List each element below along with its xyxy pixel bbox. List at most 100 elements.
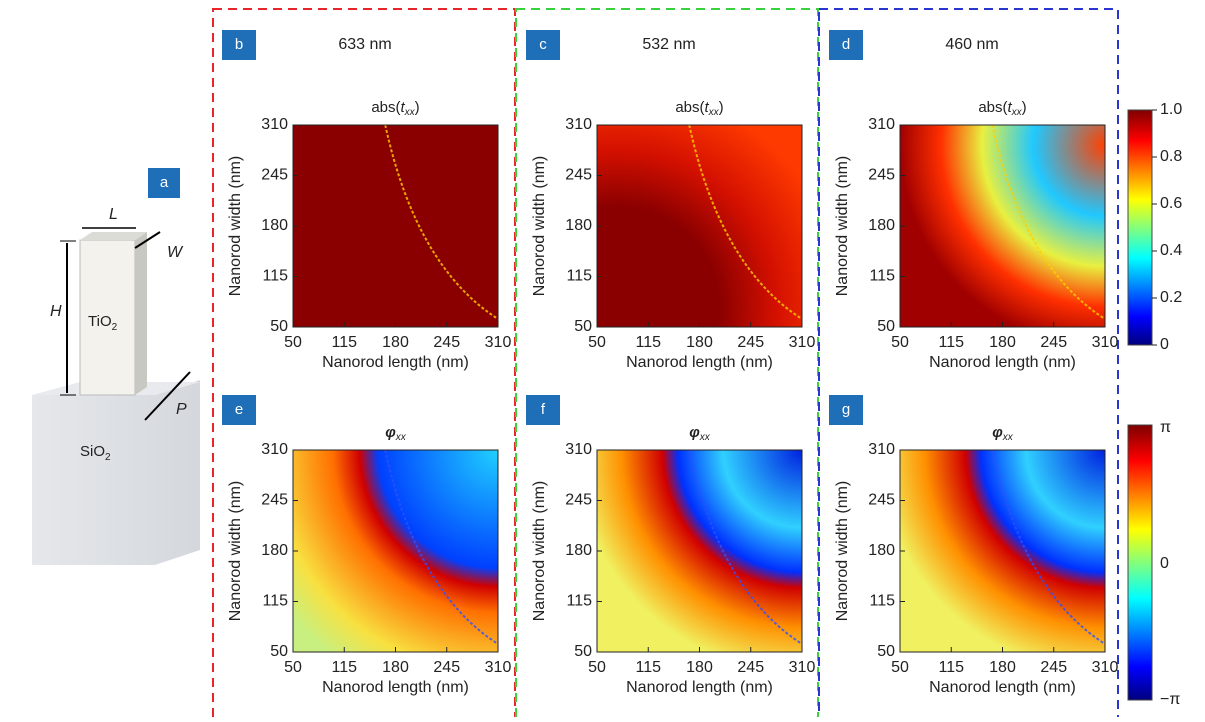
heatmap-feature: [991, 449, 1106, 645]
panel-letter-box: [222, 30, 256, 60]
x-tick-label: 310: [485, 334, 512, 351]
material-label: TiO2: [88, 313, 118, 333]
x-tick-label: 115: [938, 334, 964, 351]
material: SiO: [80, 443, 105, 460]
x-tick-label: 115: [635, 334, 661, 351]
y-tick-label: 115: [262, 268, 288, 285]
y-tick-label: 115: [869, 268, 895, 285]
y-tick-label: 310: [261, 441, 288, 458]
y-tick-label: 50: [877, 318, 895, 335]
plot-title: abs(txx): [978, 99, 1026, 118]
colorbar-tick-label: 0: [1160, 555, 1169, 572]
title-text: ): [415, 99, 420, 116]
x-tick-label: 115: [331, 334, 357, 351]
y-axis-label: Nanorod width (nm): [227, 156, 244, 297]
y-axis-label: Nanorod width (nm): [531, 481, 548, 622]
title-text: abs(: [978, 99, 1007, 116]
wavelength: 460 nm: [945, 36, 998, 53]
x-tick-label: 180: [989, 334, 1016, 351]
x-tick-label: 310: [789, 334, 816, 351]
x-tick-label: 245: [433, 334, 460, 351]
x-axis-label: Nanorod length (nm): [322, 679, 469, 696]
dim-label: L: [109, 206, 118, 223]
material-label: SiO2: [80, 443, 111, 463]
y-axis-label: Nanorod width (nm): [834, 481, 851, 622]
plot-title: φxx: [992, 424, 1014, 443]
plot-title: abs(txx): [371, 99, 419, 118]
y-tick-label: 245: [868, 167, 895, 184]
y-tick-label: 180: [261, 217, 288, 234]
wavelength: 633 nm: [338, 36, 391, 53]
x-tick-label: 50: [284, 659, 302, 676]
y-tick-label: 50: [574, 643, 592, 660]
x-tick-label: 245: [1040, 659, 1067, 676]
colorbar-tick-label: 0.4: [1160, 242, 1182, 259]
dim-label: W: [167, 244, 184, 261]
x-tick-label: 310: [1092, 334, 1119, 351]
panel-letter-box: [526, 30, 560, 60]
x-tick-label: 245: [737, 334, 764, 351]
y-axis-label: Nanorod width (nm): [227, 481, 244, 622]
heatmap: [597, 125, 802, 327]
panel-letter: f: [541, 401, 546, 418]
wavelength: 532 nm: [642, 36, 695, 53]
x-tick-label: 180: [686, 334, 713, 351]
title-var: t: [401, 99, 406, 116]
y-tick-label: 50: [270, 643, 288, 660]
panel-letter-box: [829, 395, 863, 425]
heatmap: [293, 450, 498, 652]
colorbar-tick-label: 1.0: [1160, 101, 1182, 118]
panel-letter: g: [842, 401, 850, 418]
title-sub: xx: [404, 107, 416, 118]
y-tick-label: 115: [566, 268, 592, 285]
panel-letter: e: [235, 401, 243, 418]
heatmap-feature: [991, 124, 1106, 320]
title-sub: xx: [699, 432, 711, 443]
y-tick-label: 50: [270, 318, 288, 335]
panel-letter-box: [526, 395, 560, 425]
y-tick-label: 180: [261, 542, 288, 559]
x-axis-label: Nanorod length (nm): [322, 354, 469, 371]
y-tick-label: 245: [565, 492, 592, 509]
colorbar-tick-label: −π: [1160, 691, 1180, 708]
x-tick-label: 50: [891, 659, 909, 676]
x-tick-label: 245: [433, 659, 460, 676]
y-tick-label: 245: [261, 167, 288, 184]
panel-letter: d: [842, 36, 850, 53]
panel-letter-box: [829, 30, 863, 60]
x-axis-label: Nanorod length (nm): [929, 679, 1076, 696]
title-text: abs(: [371, 99, 400, 116]
x-tick-label: 310: [1092, 659, 1119, 676]
heatmap: [900, 125, 1105, 327]
heatmap-feature: [688, 124, 803, 320]
schematic: a H L W P TiO2 SiO2: [32, 168, 200, 565]
x-tick-label: 245: [737, 659, 764, 676]
y-tick-label: 115: [262, 593, 288, 610]
colorbar: [1127, 424, 1153, 701]
heatmap-feature: [688, 449, 803, 645]
title-text: ): [1022, 99, 1027, 116]
colorbar-tick-label: 0.2: [1160, 289, 1182, 306]
y-tick-label: 180: [868, 217, 895, 234]
y-tick-label: 310: [565, 441, 592, 458]
y-tick-label: 115: [869, 593, 895, 610]
y-tick-label: 310: [261, 116, 288, 133]
y-axis-label: Nanorod width (nm): [834, 156, 851, 297]
x-tick-label: 245: [1040, 334, 1067, 351]
title-var: φ: [992, 424, 1003, 441]
y-tick-label: 50: [574, 318, 592, 335]
panel-letter-box: [222, 395, 256, 425]
colorbar: [1127, 109, 1153, 346]
title-sub: xx: [708, 107, 720, 118]
y-tick-label: 115: [566, 593, 592, 610]
heatmap: [597, 450, 802, 652]
x-tick-label: 115: [938, 659, 964, 676]
x-tick-label: 50: [588, 659, 606, 676]
title-var: t: [705, 99, 710, 116]
x-tick-label: 310: [485, 659, 512, 676]
y-tick-label: 310: [565, 116, 592, 133]
panel-letter: c: [539, 36, 547, 53]
y-tick-label: 310: [868, 116, 895, 133]
colorbar-tick-label: π: [1160, 419, 1171, 436]
